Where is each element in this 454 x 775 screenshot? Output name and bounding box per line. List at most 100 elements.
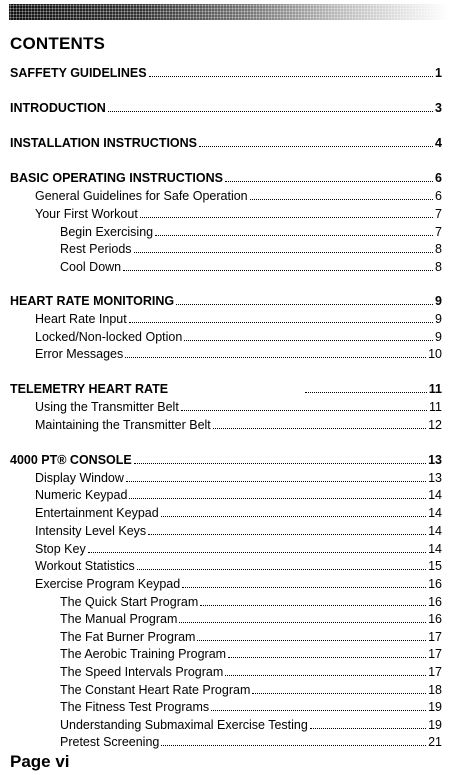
toc-entry-label: HEART RATE MONITORING: [10, 294, 175, 308]
toc-entry-page-number: 8: [435, 260, 442, 274]
dot-leader: [199, 135, 434, 147]
toc-entry-label: The Fat Burner Program: [60, 630, 196, 644]
toc-entry-label: INSTALLATION INSTRUCTIONS: [10, 136, 198, 150]
toc-entry[interactable]: Using the Transmitter Belt 11: [35, 399, 442, 415]
toc-entry-label: Intensity Level Keys: [35, 524, 147, 538]
toc-entry[interactable]: Intensity Level Keys 14: [35, 523, 442, 539]
page-number-footer: Page vi: [10, 752, 70, 771]
toc-entry-page-number: 15: [428, 559, 442, 573]
toc-entry-page-number: 11: [429, 400, 442, 414]
toc-entry-label: Rest Periods: [60, 242, 132, 256]
toc-entry[interactable]: The Speed Intervals Program 17: [60, 664, 442, 680]
toc-entry-page-number: 9: [435, 312, 442, 326]
toc-entry[interactable]: HEART RATE MONITORING 9: [10, 293, 442, 309]
toc-entry-label: Exercise Program Keypad: [35, 577, 181, 591]
toc-entry-label: BASIC OPERATING INSTRUCTIONS: [10, 171, 223, 185]
dot-leader: [211, 699, 427, 711]
toc-entry[interactable]: SAFFETY GUIDELINES 1: [10, 65, 442, 81]
dot-leader: [160, 505, 427, 517]
toc-entry[interactable]: Exercise Program Keypad 16: [35, 576, 442, 592]
toc-entry-page-number: 16: [428, 595, 442, 609]
dot-leader: [309, 717, 427, 729]
toc-entry[interactable]: Workout Statistics 15: [35, 558, 442, 574]
dot-leader: [252, 682, 427, 694]
toc-entry[interactable]: INSTALLATION INSTRUCTIONS 4: [10, 135, 442, 151]
dot-leader: [305, 381, 427, 393]
dot-leader: [125, 470, 427, 482]
toc-entry-label: Cool Down: [60, 260, 122, 274]
toc-entry-label: The Fitness Test Programs: [60, 700, 210, 714]
toc-entry-page-number: 6: [435, 171, 442, 185]
toc-entry[interactable]: Numeric Keypad 14: [35, 487, 442, 503]
toc-entry-label: Begin Exercising: [60, 225, 154, 239]
toc-entry-page-number: 16: [428, 612, 442, 626]
toc-entry[interactable]: The Constant Heart Rate Program 18: [60, 682, 442, 698]
toc-entry[interactable]: General Guidelines for Safe Operation 6: [35, 188, 442, 204]
dot-leader: [139, 206, 434, 218]
dot-leader: [225, 664, 427, 676]
toc-entry[interactable]: Display Window 13: [35, 470, 442, 486]
dot-leader: [179, 611, 427, 623]
toc-entry-label: The Constant Heart Rate Program: [60, 683, 251, 697]
toc-entry-page-number: 14: [428, 542, 442, 556]
toc-entry[interactable]: Pretest Screening 21: [60, 734, 442, 750]
dot-leader: [200, 594, 427, 606]
dot-leader: [136, 558, 427, 570]
toc-entry-page-number: 6: [435, 189, 442, 203]
toc-entry[interactable]: INTRODUCTION 3: [10, 100, 442, 116]
toc-entry[interactable]: Your First Workout 7: [35, 206, 442, 222]
toc-entry[interactable]: Understanding Submaximal Exercise Testin…: [60, 717, 442, 733]
toc-entry-label: SAFFETY GUIDELINES: [10, 66, 147, 80]
toc-entry-page-number: 19: [428, 718, 442, 732]
toc-entry-page-number: 17: [428, 647, 442, 661]
toc-entry-label: Pretest Screening: [60, 735, 160, 749]
dot-leader: [87, 541, 427, 553]
toc-entry[interactable]: The Quick Start Program 16: [60, 594, 442, 610]
toc-entry[interactable]: BASIC OPERATING INSTRUCTIONS 6: [10, 170, 442, 186]
toc-entry[interactable]: Rest Periods 8: [60, 241, 442, 257]
toc-entry-label: The Manual Program: [60, 612, 178, 626]
toc-entry[interactable]: Stop Key 14: [35, 541, 442, 557]
toc-entry-page-number: 4: [435, 136, 442, 150]
toc-entry[interactable]: Heart Rate Input 9: [35, 311, 442, 327]
toc-entry[interactable]: Cool Down 8: [60, 259, 442, 275]
toc-entry-page-number: 17: [428, 665, 442, 679]
toc-entry-label: 4000 PT® CONSOLE: [10, 453, 132, 467]
dot-leader: [180, 399, 428, 411]
dot-leader: [107, 100, 434, 112]
toc-entry-page-number: 17: [428, 630, 442, 644]
dot-leader: [212, 417, 427, 429]
toc-entry[interactable]: The Fat Burner Program 17: [60, 629, 442, 645]
toc-entry[interactable]: The Manual Program 16: [60, 611, 442, 627]
toc-entry-page-number: 12: [428, 418, 442, 432]
toc-entry-page-number: 13: [428, 453, 442, 467]
toc-entry[interactable]: Entertainment Keypad 14: [35, 505, 442, 521]
toc-entry-label: Entertainment Keypad: [35, 506, 159, 520]
toc-entry-page-number: 18: [428, 683, 442, 697]
toc-entry-page-number: 14: [428, 488, 442, 502]
dot-leader: [125, 346, 427, 358]
toc-entry-label: Using the Transmitter Belt: [35, 400, 179, 414]
toc-entry-page-number: 14: [428, 506, 442, 520]
dot-leader: [128, 311, 434, 323]
dot-leader: [249, 188, 434, 200]
toc-entry[interactable]: The Aerobic Training Program 17: [60, 646, 442, 662]
toc-entry[interactable]: Error Messages 10: [35, 346, 442, 362]
dot-leader: [148, 65, 434, 77]
toc-entry[interactable]: Maintaining the Transmitter Belt 12: [35, 417, 442, 433]
toc-entry[interactable]: Locked/Non-locked Option 9: [35, 329, 442, 345]
toc-entry-page-number: 13: [428, 471, 442, 485]
dot-leader: [129, 487, 427, 499]
toc-entry-page-number: 9: [435, 294, 442, 308]
dot-leader: [133, 452, 427, 464]
toc-entry[interactable]: Begin Exercising 7: [60, 224, 442, 240]
toc-entry-label: Error Messages: [35, 347, 124, 361]
toc-entry[interactable]: The Fitness Test Programs 19: [60, 699, 442, 715]
toc-entry-label: Stop Key: [35, 542, 86, 556]
toc-entry[interactable]: 4000 PT® CONSOLE 13: [10, 452, 442, 468]
toc-entry[interactable]: TELEMETRY HEART RATE 11: [10, 381, 442, 397]
toc-entry-label: Display Window: [35, 471, 124, 485]
toc-entry-label: Understanding Submaximal Exercise Testin…: [60, 718, 308, 732]
toc-entry-page-number: 16: [428, 577, 442, 591]
